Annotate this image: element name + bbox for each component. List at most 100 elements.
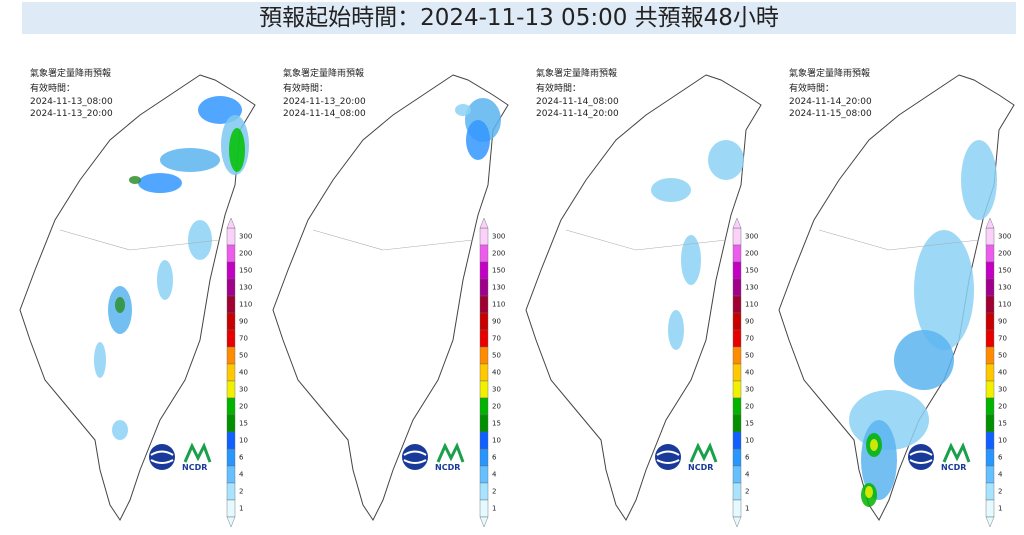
panel-title: 氣象署定量降雨預報 <box>283 67 364 79</box>
valid-label: 有效時間： <box>789 82 834 94</box>
legend-arrow <box>226 516 236 528</box>
rain-area <box>914 230 974 350</box>
ncdr-logo-mark <box>942 442 971 463</box>
legend-label: 70 <box>492 335 501 343</box>
legend-label: 1 <box>745 505 749 513</box>
rain-area <box>94 342 106 378</box>
legend-swatch <box>226 312 236 331</box>
valid-start: 2024-11-13_20:00 <box>283 97 366 107</box>
legend-label: 40 <box>745 369 754 377</box>
legend-swatch <box>479 312 489 331</box>
valid-start: 2024-11-14_08:00 <box>536 97 619 107</box>
legend-label: 20 <box>745 403 754 411</box>
legend-swatch <box>732 465 742 484</box>
legend-swatch <box>226 448 236 467</box>
legend-label: 10 <box>492 437 501 445</box>
legend-swatch <box>732 312 742 331</box>
legend-swatch <box>732 431 742 450</box>
legend-swatch <box>985 244 995 263</box>
valid-start: 2024-11-14_20:00 <box>789 97 872 107</box>
legend-label: 200 <box>745 250 758 258</box>
legend-label: 70 <box>998 335 1007 343</box>
rain-area <box>112 420 128 440</box>
legend-label: 2 <box>998 488 1002 496</box>
legend-swatch <box>479 363 489 382</box>
rain-area <box>466 120 490 160</box>
legend-swatch <box>732 414 742 433</box>
rain-area <box>681 235 701 285</box>
valid-label: 有效時間： <box>30 82 75 94</box>
legend-swatch <box>479 414 489 433</box>
legend-swatch <box>985 499 995 518</box>
legend-label: 90 <box>745 318 754 326</box>
ncdr-logo-mark <box>183 442 212 463</box>
rain-area <box>865 486 873 498</box>
legend-label: 4 <box>998 471 1003 479</box>
legend-label: 6 <box>745 454 750 462</box>
legend-label: 50 <box>239 352 248 360</box>
legend-swatch <box>479 397 489 416</box>
ncdr-logo-text: NCDR <box>182 463 207 472</box>
legend-swatch <box>985 329 995 348</box>
legend-label: 2 <box>492 488 496 496</box>
legend-swatch <box>226 431 236 450</box>
rain-area <box>870 439 878 451</box>
legend-label: 200 <box>492 250 505 258</box>
legend-swatch <box>226 482 236 501</box>
legend-label: 1 <box>998 505 1002 513</box>
valid-label: 有效時間： <box>283 82 328 94</box>
legend-swatch <box>732 448 742 467</box>
legend-label: 300 <box>745 233 758 241</box>
legend-swatch <box>479 329 489 348</box>
legend-swatch <box>226 380 236 399</box>
legend-arrow <box>985 217 995 229</box>
legend-swatch <box>985 363 995 382</box>
legend-swatch <box>732 295 742 314</box>
legend-swatch <box>985 482 995 501</box>
legend-label: 150 <box>492 267 505 275</box>
legend-swatch <box>226 278 236 297</box>
rain-area <box>455 104 471 116</box>
rain-area <box>708 140 744 180</box>
legend-swatch <box>732 482 742 501</box>
legend-label: 40 <box>998 369 1007 377</box>
county-line <box>818 229 980 251</box>
legend-label: 200 <box>998 250 1011 258</box>
rain-area <box>668 310 684 350</box>
legend-swatch <box>985 295 995 314</box>
legend-swatch <box>479 244 489 263</box>
rain-area <box>229 128 245 172</box>
legend-swatch <box>479 465 489 484</box>
legend-label: 70 <box>239 335 248 343</box>
valid-end: 2024-11-13_20:00 <box>30 109 113 119</box>
legend-swatch <box>732 346 742 365</box>
ncdr-logo-text: NCDR <box>941 463 966 472</box>
cwa-logo-mark <box>403 450 427 464</box>
legend-swatch <box>226 261 236 280</box>
legend-arrow <box>985 516 995 528</box>
legend-label: 90 <box>239 318 248 326</box>
valid-end: 2024-11-15_08:00 <box>789 109 872 119</box>
legend-label: 10 <box>998 437 1007 445</box>
legend-label: 50 <box>998 352 1007 360</box>
legend-label: 30 <box>998 386 1007 394</box>
legend-swatch <box>985 414 995 433</box>
legend-label: 30 <box>239 386 248 394</box>
legend-swatch <box>985 312 995 331</box>
legend-label: 20 <box>998 403 1007 411</box>
legend-swatch <box>985 397 995 416</box>
legend-swatch <box>732 261 742 280</box>
legend-label: 6 <box>492 454 497 462</box>
cwa-logo <box>402 444 428 470</box>
legend-label: 110 <box>239 301 252 309</box>
legend-label: 4 <box>492 471 497 479</box>
rain-area <box>157 260 173 300</box>
legend-swatch <box>226 465 236 484</box>
legend-swatch <box>985 346 995 365</box>
rain-area <box>894 330 954 390</box>
legend-arrow <box>732 516 742 528</box>
legend-swatch <box>226 499 236 518</box>
county-line <box>312 229 474 251</box>
